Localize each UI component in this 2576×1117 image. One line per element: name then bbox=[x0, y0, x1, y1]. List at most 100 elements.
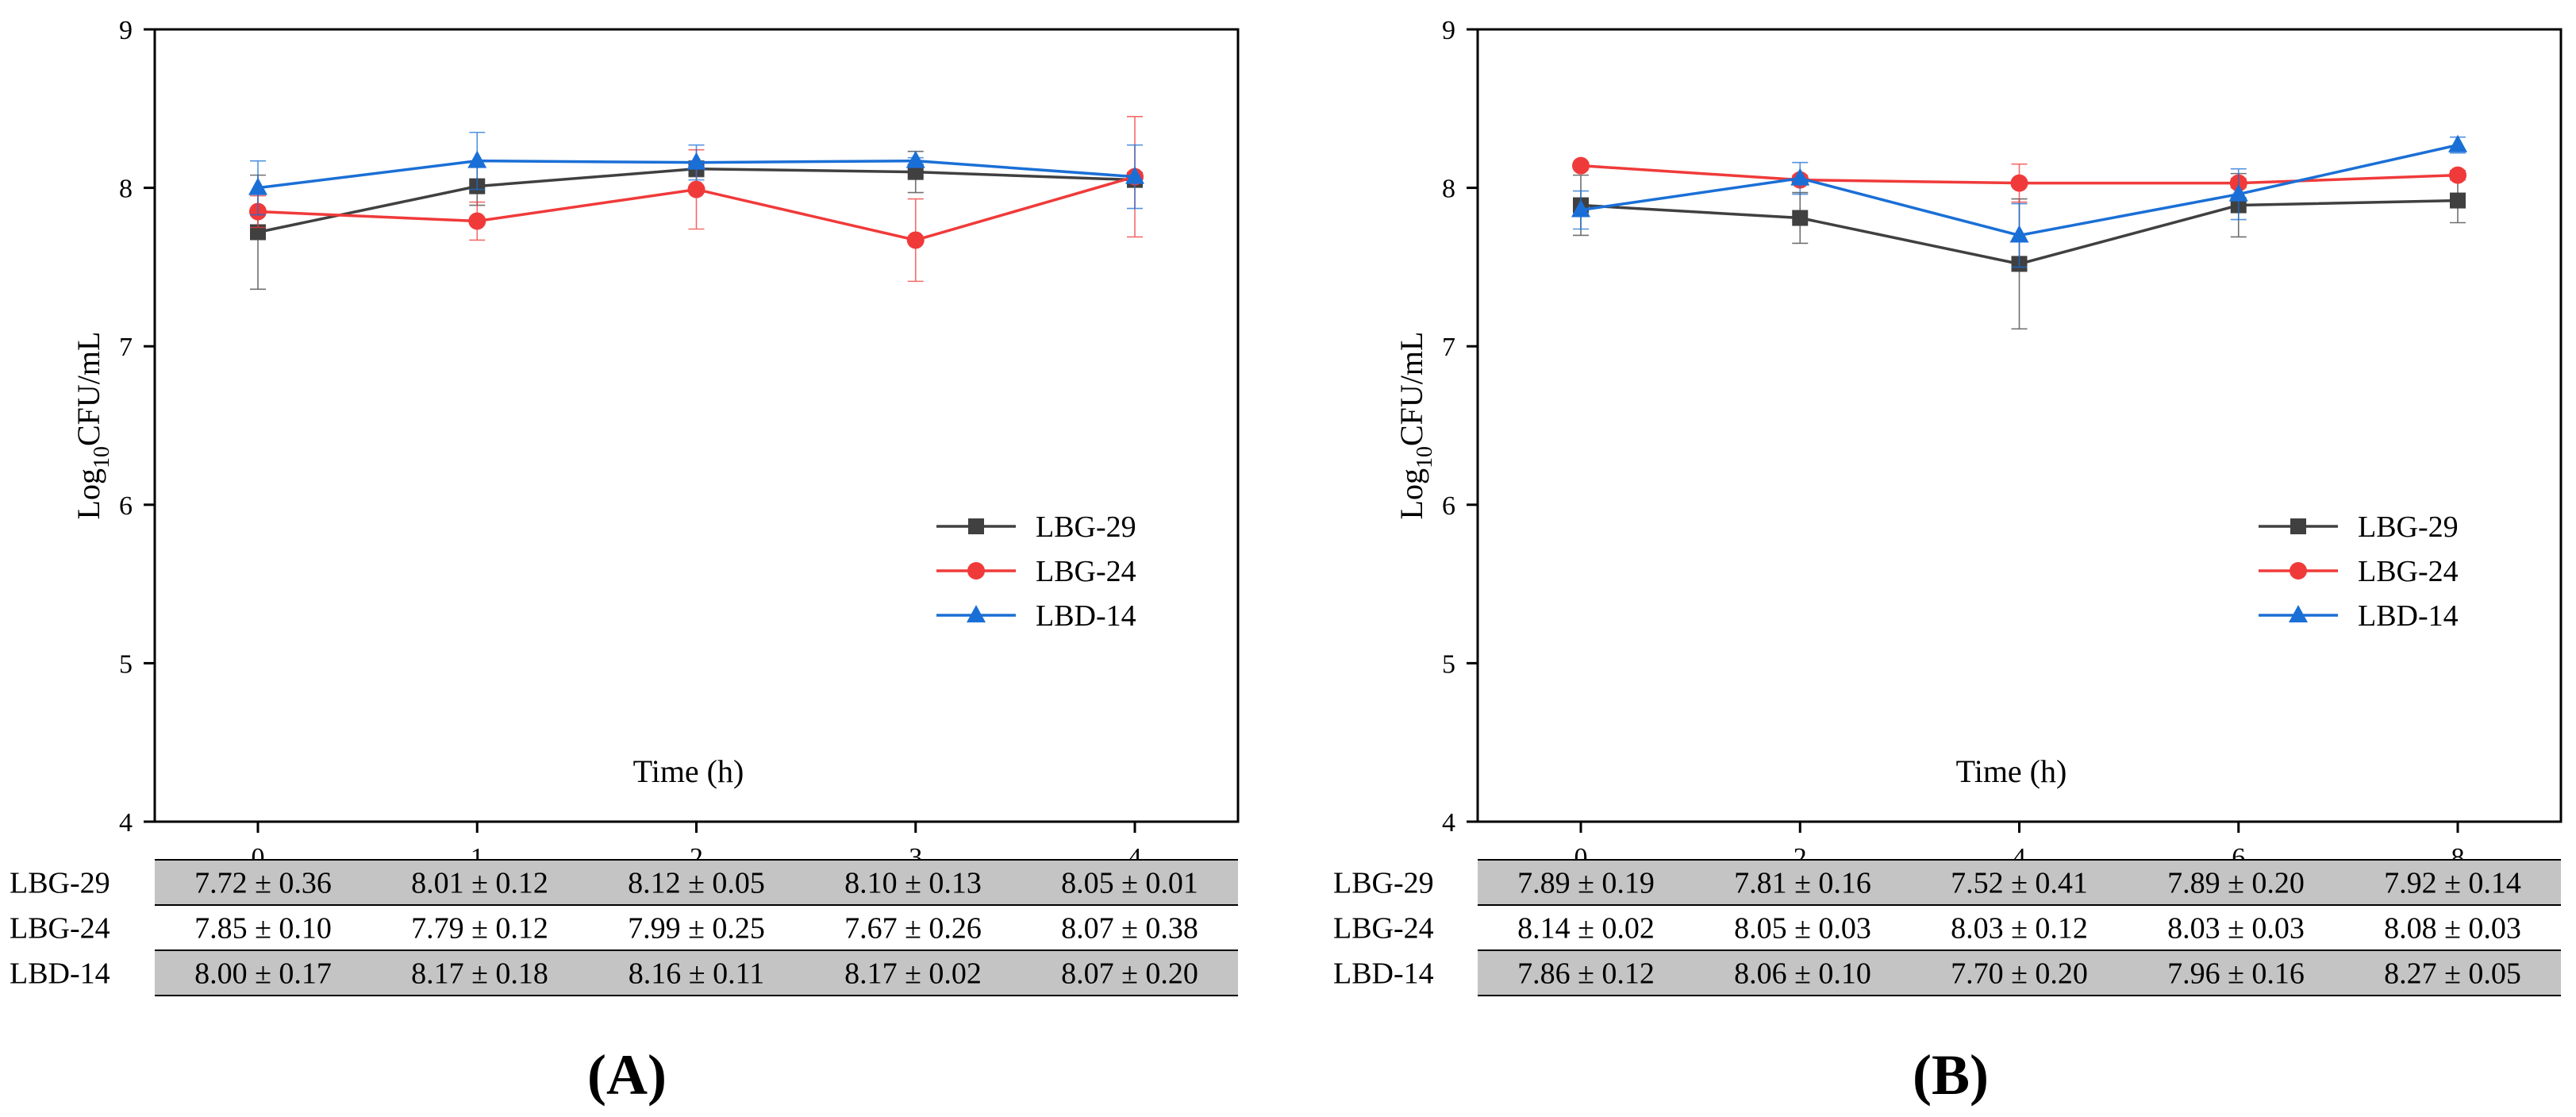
table-cell: 8.07 ± 0.20 bbox=[1061, 957, 1198, 991]
table-cell: 8.03 ± 0.12 bbox=[1951, 912, 2088, 946]
table-cell: 8.05 ± 0.01 bbox=[1061, 867, 1198, 900]
y-axis-title: Log10CFU/mL bbox=[71, 332, 114, 520]
legend-marker bbox=[967, 605, 986, 622]
table-cell: 8.03 ± 0.03 bbox=[2167, 912, 2305, 946]
y-tick-label: 7 bbox=[119, 333, 133, 362]
table-row-shade bbox=[155, 860, 1238, 905]
legend: LBG-29 LBG-24 LBD-14 bbox=[2259, 510, 2459, 633]
y-tick-label: 6 bbox=[1442, 491, 1455, 521]
series-lbd-14 bbox=[248, 131, 1144, 216]
table-cell: 8.16 ± 0.11 bbox=[629, 957, 764, 991]
legend-label: LBD-14 bbox=[1036, 599, 1136, 633]
data-point bbox=[468, 212, 486, 230]
legend-marker bbox=[2290, 562, 2307, 580]
panel-label: (B) bbox=[1913, 1043, 1989, 1107]
table-row-label: LBD-14 bbox=[10, 957, 110, 991]
table-cell: 7.89 ± 0.20 bbox=[2167, 867, 2305, 900]
y-axis-title-main: Log bbox=[1394, 468, 1429, 519]
table-row-shade bbox=[1478, 950, 2561, 996]
data-point bbox=[250, 224, 266, 241]
x-axis-title: Time (h) bbox=[633, 753, 744, 789]
data-point bbox=[248, 177, 267, 195]
table-cell: 7.96 ± 0.16 bbox=[2167, 957, 2305, 991]
table-row-label: LBG-24 bbox=[1333, 912, 1434, 946]
plot-frame bbox=[1476, 28, 2563, 823]
table-cell: 7.70 ± 0.20 bbox=[1951, 957, 2088, 991]
data-point bbox=[1125, 166, 1144, 184]
legend-marker bbox=[2289, 605, 2308, 622]
y-tick-label: 8 bbox=[1442, 175, 1455, 204]
legend-label: LBD-14 bbox=[2358, 599, 2459, 633]
table-cell: 8.07 ± 0.38 bbox=[1061, 912, 1198, 946]
data-point bbox=[1790, 168, 1810, 186]
table-cell: 7.85 ± 0.10 bbox=[194, 912, 332, 946]
table-cell: 8.01 ± 0.12 bbox=[411, 867, 548, 900]
legend-label: LBG-29 bbox=[2358, 510, 2459, 544]
data-table: LBG-29 7.72 ± 0.36 8.01 ± 0.12 8.12 ± 0.05 8… bbox=[10, 859, 1238, 996]
data-point bbox=[687, 180, 706, 198]
y-axis-title-rest: CFU/mL bbox=[71, 332, 106, 446]
table-cell: 8.12 ± 0.05 bbox=[628, 867, 765, 900]
table-cell: 8.10 ± 0.13 bbox=[844, 867, 982, 900]
table-cell: 7.67 ± 0.26 bbox=[844, 912, 982, 946]
panel-label: (A) bbox=[587, 1043, 667, 1107]
data-point bbox=[2228, 183, 2248, 202]
y-axis-title-rest: CFU/mL bbox=[1394, 332, 1429, 446]
table-cell: 7.79 ± 0.12 bbox=[411, 912, 548, 946]
y-tick-label: 9 bbox=[1442, 16, 1455, 45]
y-tick-label: 4 bbox=[119, 808, 133, 838]
y-tick-label: 7 bbox=[1442, 333, 1455, 362]
legend-label: LBG-29 bbox=[1036, 510, 1136, 544]
table-cell: 8.05 ± 0.03 bbox=[1734, 912, 1871, 946]
y-axis-title-main: Log bbox=[71, 468, 106, 519]
data-point bbox=[2450, 192, 2466, 209]
table-cell: 8.27 ± 0.05 bbox=[2384, 957, 2521, 991]
legend-marker bbox=[2290, 518, 2306, 534]
legend-label: LBG-24 bbox=[2358, 555, 2459, 588]
table-row-label: LBG-29 bbox=[10, 867, 110, 900]
table-cell: 7.52 ± 0.41 bbox=[1951, 867, 2088, 900]
table-cell: 7.72 ± 0.36 bbox=[194, 867, 332, 900]
data-point bbox=[2010, 174, 2028, 192]
table-cell: 7.86 ± 0.12 bbox=[1517, 957, 1655, 991]
legend-marker bbox=[967, 562, 985, 580]
table-cell: 7.89 ± 0.19 bbox=[1517, 867, 1655, 900]
y-tick-label: 9 bbox=[119, 16, 133, 45]
data-point bbox=[1792, 210, 1809, 226]
y-tick-label: 6 bbox=[119, 491, 133, 521]
legend-label: LBG-24 bbox=[1036, 555, 1136, 588]
table-cell: 8.14 ± 0.02 bbox=[1517, 912, 1655, 946]
y-tick-label: 5 bbox=[119, 649, 133, 679]
legend: LBG-29 LBG-24 LBD-14 bbox=[936, 510, 1136, 633]
y-axis-title: Log10CFU/mL bbox=[1394, 332, 1437, 520]
table-row-label: LBG-24 bbox=[10, 912, 110, 946]
series-lbg-24 bbox=[249, 115, 1144, 283]
x-axis-title: Time (h) bbox=[1956, 753, 2067, 789]
table-cell: 8.00 ± 0.17 bbox=[194, 957, 332, 991]
data-point bbox=[1571, 199, 1590, 218]
data-point bbox=[686, 152, 706, 170]
y-axis-title-sub: 10 bbox=[90, 446, 114, 468]
series-lbg-24 bbox=[1572, 156, 2466, 203]
data-point bbox=[467, 150, 487, 168]
table-row-shade bbox=[1478, 860, 2561, 905]
table-cell: 7.92 ± 0.14 bbox=[2384, 867, 2521, 900]
y-tick-label: 5 bbox=[1442, 649, 1455, 679]
table-cell: 8.17 ± 0.18 bbox=[411, 957, 548, 991]
table-cell: 8.17 ± 0.02 bbox=[844, 957, 982, 991]
table-cell: 8.08 ± 0.03 bbox=[2384, 912, 2521, 946]
table-cell: 8.06 ± 0.10 bbox=[1734, 957, 1871, 991]
table-row-label: LBD-14 bbox=[1333, 957, 1434, 991]
data-point bbox=[2448, 134, 2467, 152]
data-point bbox=[905, 150, 925, 168]
data-point bbox=[2009, 225, 2029, 243]
y-axis-title-sub: 10 bbox=[1413, 446, 1437, 468]
data-table: LBG-29 7.89 ± 0.19 7.81 ± 0.16 7.52 ± 0.41 7… bbox=[1333, 859, 2561, 996]
table-cell: 7.99 ± 0.25 bbox=[628, 912, 765, 946]
legend-marker bbox=[968, 518, 984, 534]
y-tick-label: 4 bbox=[1442, 808, 1455, 838]
series-lbd-14 bbox=[1571, 134, 2467, 268]
table-row-label: LBG-29 bbox=[1333, 867, 1434, 900]
